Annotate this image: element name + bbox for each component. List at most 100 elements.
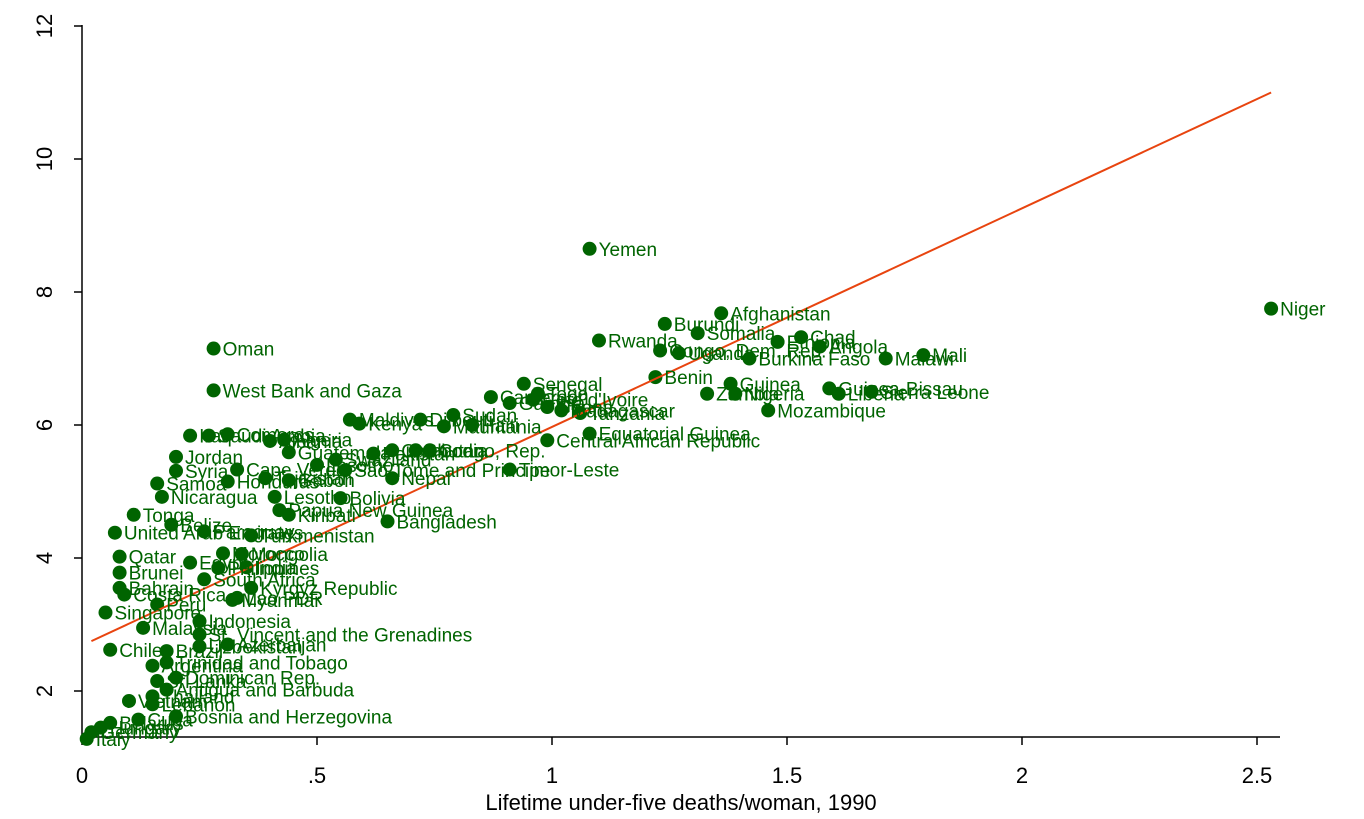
data-point	[220, 427, 235, 442]
y-tick-label: 12	[32, 14, 57, 38]
data-point	[244, 580, 259, 595]
point-label: Saudi Arabia	[218, 427, 326, 448]
point-label: Nepal	[401, 469, 451, 490]
data-point	[728, 386, 743, 401]
data-points	[79, 241, 1279, 746]
data-point	[281, 507, 296, 522]
point-label: Sri Lanka	[166, 672, 247, 693]
point-label: Gabon	[298, 471, 355, 492]
data-point	[281, 473, 296, 488]
point-label: Ghana	[556, 398, 613, 419]
data-point	[794, 330, 809, 345]
point-label: Singapore	[115, 604, 202, 625]
point-label: Equatorial Guinea	[599, 425, 752, 446]
y-axis: 2 4 6 8 10 12	[32, 14, 83, 737]
data-point	[197, 572, 212, 587]
point-labels: Niger Yemen Oman West Bank and Gaza Afghanis…	[96, 240, 1326, 751]
point-label: Samoa	[166, 475, 227, 496]
x-tick-label: 2	[1016, 763, 1028, 788]
data-point	[277, 432, 292, 447]
data-point	[150, 674, 165, 689]
point-label: Nigeria	[744, 385, 805, 406]
point-label: Mali	[932, 346, 967, 367]
data-point	[216, 546, 230, 561]
point-label: Rwanda	[608, 332, 678, 353]
data-point	[742, 351, 757, 366]
data-point	[145, 697, 160, 712]
point-label: Italy	[96, 730, 131, 751]
fitted-line	[90, 91, 1272, 643]
point-label: Bahrain	[129, 579, 195, 600]
point-label: Bhutan	[425, 441, 485, 462]
point-label: Burkina Faso	[758, 350, 870, 371]
data-point	[1264, 301, 1279, 316]
point-label: Lesotho	[284, 488, 352, 509]
point-label: Brazil	[176, 642, 224, 663]
data-point	[154, 489, 169, 504]
data-point	[516, 376, 531, 391]
data-point	[502, 396, 517, 411]
data-point	[112, 549, 127, 564]
x-tick-label: .5	[308, 763, 326, 788]
point-label: Burundi	[674, 315, 740, 336]
x-tick-label: 2.5	[1242, 763, 1273, 788]
data-point	[352, 416, 367, 431]
data-point	[333, 491, 348, 506]
data-point	[164, 517, 179, 532]
point-label: Cape Verde	[246, 461, 346, 482]
data-point	[831, 386, 846, 401]
point-label: South Africa	[213, 570, 316, 591]
data-point	[159, 682, 174, 697]
data-point	[192, 627, 207, 642]
data-point	[653, 343, 668, 358]
data-point	[380, 514, 395, 529]
point-label: Syria	[185, 462, 229, 483]
data-point	[366, 446, 381, 461]
data-point	[540, 400, 555, 415]
point-label: Mongolia	[251, 545, 329, 566]
point-label: Madagascar	[570, 401, 675, 422]
point-label: Chad	[810, 328, 855, 349]
point-label: Senegal	[533, 375, 603, 396]
point-label: Gambia	[519, 394, 586, 415]
point-label: Belize	[180, 516, 232, 537]
data-point	[328, 452, 343, 467]
x-axis-title: Lifetime under-five deaths/woman, 1990	[485, 790, 876, 815]
point-label: Algeria	[293, 431, 353, 452]
y-ticks: 2 4 6 8 10 12	[32, 14, 82, 697]
point-label: Lebanon	[162, 695, 236, 716]
point-label: Uganda	[688, 344, 755, 365]
point-label: Bosnia and Herzegovina	[185, 707, 392, 728]
data-point	[183, 428, 198, 443]
data-point	[671, 346, 686, 361]
data-point	[422, 443, 437, 458]
point-label: Haiti	[481, 416, 519, 437]
point-label: Morocco	[232, 544, 305, 565]
point-label: Turkmenistan	[260, 526, 374, 547]
point-label: Congo, Dem. Rep.	[669, 342, 826, 363]
point-label: United Arab Emirates	[124, 524, 304, 545]
data-point	[98, 605, 113, 620]
point-label: Qatar	[129, 548, 177, 569]
point-label: Hungary	[110, 719, 182, 740]
data-point	[225, 592, 240, 607]
point-label: Comoros	[237, 425, 314, 446]
data-point	[483, 390, 498, 405]
data-point	[211, 560, 226, 575]
point-label: Malaysia	[152, 619, 227, 640]
point-label: Brunei	[129, 564, 184, 585]
data-point	[107, 525, 122, 540]
point-label: Timor-Leste	[519, 461, 620, 482]
data-point	[258, 471, 273, 486]
point-label: Yemen	[599, 240, 657, 261]
data-point	[145, 658, 160, 673]
point-label: Egypt	[199, 554, 248, 575]
data-point	[770, 334, 785, 349]
data-point	[502, 462, 517, 477]
data-point	[690, 326, 705, 341]
data-point	[169, 670, 183, 685]
data-point	[150, 476, 165, 491]
data-point	[812, 339, 827, 354]
point-label: Tajikistan	[274, 469, 352, 490]
